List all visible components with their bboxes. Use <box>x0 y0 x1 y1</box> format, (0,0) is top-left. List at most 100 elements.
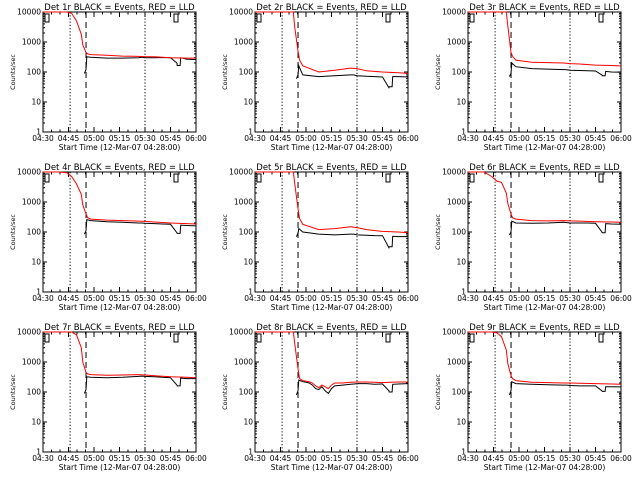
x-tick-label: 04:30 <box>244 134 266 143</box>
x-tick-label: 06:00 <box>610 454 632 463</box>
x-tick-label: 05:30 <box>346 294 368 303</box>
x-tick-label: 05:45 <box>585 294 607 303</box>
x-tick-label: 04:30 <box>32 294 54 303</box>
y-tick-label: 10 <box>31 258 41 267</box>
x-tick-label: 06:00 <box>397 454 419 463</box>
x-tick-label: 04:30 <box>457 134 479 143</box>
y-tick-label: 10 <box>243 258 253 267</box>
y-axis-label: Counts/sec <box>221 54 229 90</box>
x-tick-label: 05:00 <box>295 294 317 303</box>
x-axis-label: Start Time (12-Mar-07 04:28:00) <box>59 143 181 152</box>
x-tick-label: 05:15 <box>109 454 131 463</box>
plot-frame <box>42 171 197 293</box>
x-tick-label: 05:30 <box>559 454 581 463</box>
legend-marker <box>44 13 50 23</box>
y-tick-label: 100 <box>239 228 254 237</box>
y-tick-label: 10 <box>31 418 41 427</box>
x-tick-label: 04:45 <box>483 134 505 143</box>
y-tick-label: 1 <box>36 288 41 297</box>
lld-series-line <box>255 331 408 390</box>
y-tick-label: 100 <box>27 68 42 77</box>
y-tick-label: 1 <box>36 448 41 457</box>
x-tick-label: 05:00 <box>508 134 530 143</box>
x-tick-label: 06:00 <box>610 294 632 303</box>
events-series-line <box>295 63 409 89</box>
y-tick-label: 10000 <box>17 328 41 337</box>
x-tick-label: 05:30 <box>134 134 156 143</box>
x-tick-label: 05:15 <box>534 294 556 303</box>
y-tick-label: 1 <box>248 288 253 297</box>
x-tick-label: 05:00 <box>295 134 317 143</box>
plot-frame <box>467 171 622 293</box>
y-tick-label: 1000 <box>234 198 253 207</box>
chart-panel: Det 9r BLACK = Events, RED = LLD 1 10 100 10… <box>434 323 632 472</box>
chart-panel: Det 8r BLACK = Events, RED = LLD 1 10 100 10… <box>221 323 419 472</box>
events-series-line <box>83 375 196 394</box>
y-tick-label: 100 <box>452 388 467 397</box>
y-tick-label: 1 <box>248 128 253 137</box>
x-tick-label: 05:30 <box>134 454 156 463</box>
x-tick-label: 04:30 <box>457 454 479 463</box>
y-tick-label: 10000 <box>442 168 466 177</box>
y-tick-label: 10000 <box>229 168 253 177</box>
chart-title: Det 1r BLACK = Events, RED = LLD <box>44 3 195 13</box>
events-series-line <box>83 56 197 74</box>
x-tick-label: 05:15 <box>109 134 131 143</box>
x-tick-label: 05:15 <box>534 134 556 143</box>
x-tick-label: 06:00 <box>185 294 207 303</box>
y-tick-label: 1 <box>36 128 41 137</box>
y-tick-label: 1 <box>461 288 466 297</box>
y-tick-label: 100 <box>27 228 42 237</box>
y-tick-label: 10 <box>243 98 253 107</box>
x-tick-label: 04:30 <box>244 294 266 303</box>
lld-series-line <box>43 171 197 225</box>
x-tick-label: 05:45 <box>160 454 182 463</box>
x-tick-label: 05:45 <box>160 294 182 303</box>
y-tick-label: 10 <box>456 258 466 267</box>
y-axis-label: Counts/sec <box>434 214 442 250</box>
legend-marker <box>256 173 262 183</box>
x-tick-label: 04:45 <box>483 454 505 463</box>
y-axis-label: Counts/sec <box>434 374 442 410</box>
legend-marker <box>173 13 179 23</box>
y-tick-label: 1000 <box>447 198 466 207</box>
legend-marker <box>385 333 391 343</box>
y-tick-label: 10 <box>456 418 466 427</box>
x-tick-label: 06:00 <box>610 134 632 143</box>
y-axis-label: Counts/sec <box>221 374 229 410</box>
chart-title: Det 9r BLACK = Events, RED = LLD <box>469 323 620 333</box>
x-tick-label: 05:30 <box>559 294 581 303</box>
x-tick-label: 05:00 <box>83 134 105 143</box>
chart-panel: Det 5r BLACK = Events, RED = LLD 1 10 100 10… <box>221 163 419 312</box>
x-tick-label: 05:00 <box>83 294 105 303</box>
x-tick-label: 05:00 <box>508 454 530 463</box>
chart-panel: Det 6r BLACK = Events, RED = LLD 1 10 100 10… <box>434 163 632 312</box>
plot-frame <box>42 11 197 133</box>
x-tick-label: 05:30 <box>559 134 581 143</box>
x-tick-label: 04:30 <box>244 454 266 463</box>
y-tick-label: 10 <box>31 98 41 107</box>
x-tick-label: 04:45 <box>58 454 80 463</box>
y-tick-label: 100 <box>239 388 254 397</box>
x-tick-label: 05:30 <box>346 134 368 143</box>
x-tick-label: 04:30 <box>32 134 54 143</box>
lld-series-line <box>43 331 197 379</box>
y-tick-label: 1000 <box>447 358 466 367</box>
x-tick-label: 05:45 <box>372 294 394 303</box>
y-tick-label: 1000 <box>447 38 466 47</box>
events-series-line <box>508 380 622 396</box>
x-axis-label: Start Time (12-Mar-07 04:28:00) <box>484 303 606 312</box>
events-series-line <box>508 220 622 236</box>
chart-title: Det 8r BLACK = Events, RED = LLD <box>256 323 407 333</box>
y-tick-label: 10000 <box>229 328 253 337</box>
chart-title: Det 6r BLACK = Events, RED = LLD <box>469 163 620 173</box>
x-tick-label: 05:15 <box>321 134 343 143</box>
y-tick-label: 10000 <box>17 8 41 17</box>
x-tick-label: 05:45 <box>372 134 394 143</box>
y-tick-label: 1000 <box>22 38 41 47</box>
chart-panel: Det 7r BLACK = Events, RED = LLD 1 10 100 10… <box>9 323 207 472</box>
x-tick-label: 04:45 <box>58 134 80 143</box>
y-tick-label: 100 <box>239 68 254 77</box>
plot-frame <box>254 331 409 453</box>
lld-series-line <box>468 331 622 385</box>
